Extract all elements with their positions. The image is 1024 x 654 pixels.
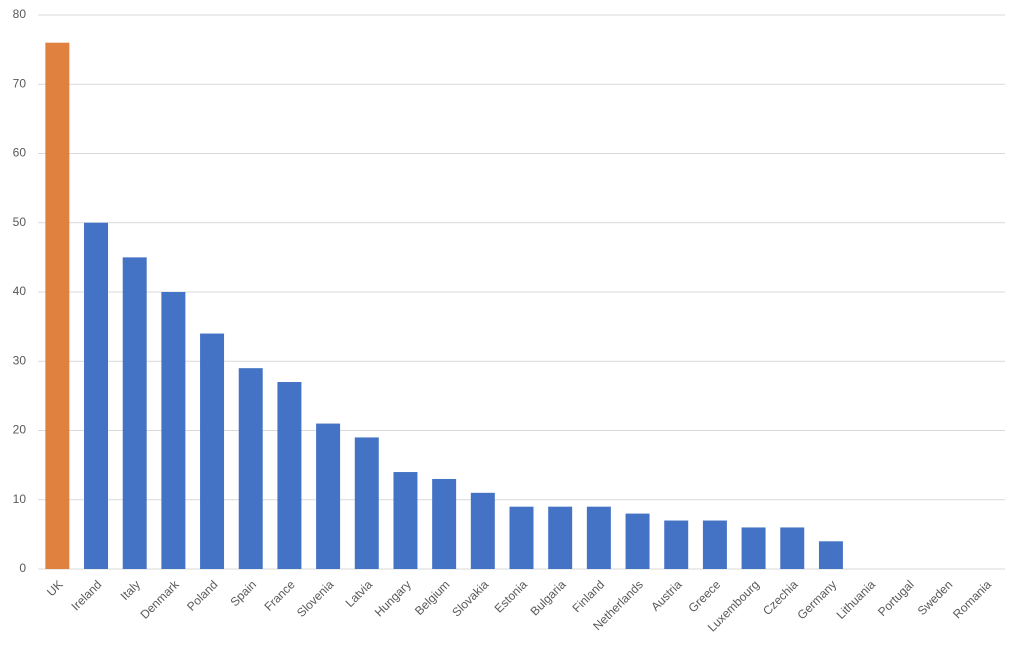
x-tick-label: Portugal xyxy=(875,577,917,619)
x-tick-label: Germany xyxy=(795,577,840,622)
bar xyxy=(393,472,418,569)
x-tick-label: Spain xyxy=(227,577,259,609)
x-tick-label: Slovakia xyxy=(449,577,491,619)
x-tick-label: Romania xyxy=(950,577,994,621)
x-tick-label: Sweden xyxy=(915,577,956,618)
x-tick-label: Austria xyxy=(648,577,685,614)
bar xyxy=(200,333,225,569)
x-tick-label: Slovenia xyxy=(294,577,337,620)
bar xyxy=(238,368,263,569)
bar xyxy=(277,382,302,569)
bar xyxy=(122,257,147,569)
bar xyxy=(664,520,689,569)
x-tick-label: Denmark xyxy=(137,577,182,622)
x-tick-label: Finland xyxy=(569,577,607,615)
x-tick-label: Greece xyxy=(686,577,724,615)
x-tick-label: Poland xyxy=(184,577,220,613)
x-tick-label: Latvia xyxy=(343,577,376,610)
bar xyxy=(780,527,805,569)
bar xyxy=(509,506,534,569)
y-tick-label: 80 xyxy=(13,7,27,21)
bar xyxy=(354,437,379,569)
bar xyxy=(470,492,495,569)
y-tick-label: 20 xyxy=(13,423,27,437)
x-tick-label: France xyxy=(261,577,298,614)
x-tick-label: Lithuania xyxy=(834,577,879,622)
bar xyxy=(161,292,186,569)
y-tick-label: 60 xyxy=(13,146,27,160)
x-tick-label: UK xyxy=(44,577,66,599)
bar xyxy=(432,478,457,569)
bar xyxy=(818,541,843,569)
x-tick-label: Belgium xyxy=(412,577,453,618)
bar xyxy=(625,513,650,569)
y-tick-label: 0 xyxy=(19,561,26,575)
bar xyxy=(741,527,766,569)
x-tick-label: Italy xyxy=(118,577,143,602)
bar xyxy=(586,506,611,569)
y-tick-label: 50 xyxy=(13,215,27,229)
y-tick-label: 70 xyxy=(13,76,27,90)
bar xyxy=(702,520,727,569)
bar xyxy=(316,423,341,569)
x-tick-label: Estonia xyxy=(492,577,530,615)
y-tick-label: 10 xyxy=(13,492,27,506)
x-tick-label: Ireland xyxy=(69,577,105,613)
bar xyxy=(84,222,109,569)
x-tick-label: Hungary xyxy=(372,577,414,619)
bar xyxy=(548,506,573,569)
x-tick-label: Bulgaria xyxy=(528,577,569,618)
bar xyxy=(45,42,70,569)
y-tick-label: 30 xyxy=(13,353,27,367)
y-tick-label: 40 xyxy=(13,284,27,298)
